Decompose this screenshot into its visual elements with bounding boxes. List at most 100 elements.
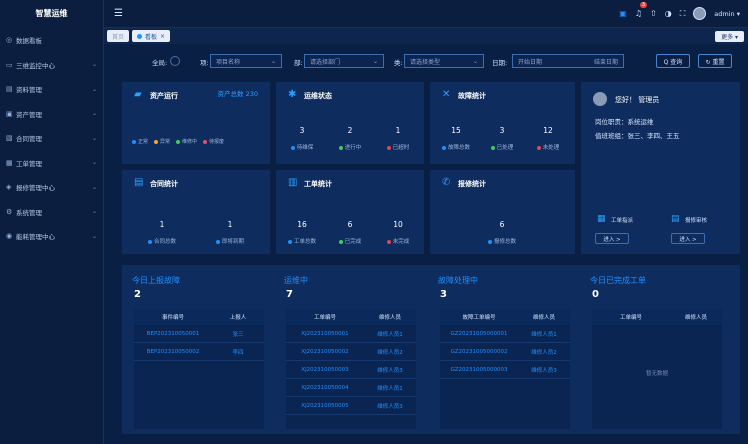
- tab-label: 看板: [145, 33, 158, 41]
- shortcut-enter-button[interactable]: 进入 >: [671, 233, 705, 244]
- upload-icon[interactable]: ⇧: [650, 9, 657, 18]
- table-row[interactable]: BEP202310050001 张三: [134, 325, 264, 343]
- sidebar-item-3[interactable]: ▣ 资产管理 ⌄: [0, 102, 103, 127]
- shortcut-label: 报修审核: [685, 218, 708, 224]
- menu-toggle-icon[interactable]: ☰: [114, 8, 123, 19]
- sidebar-item-8[interactable]: ◉ 能耗管理中心 ⌄: [0, 224, 103, 249]
- sidebar-item-2[interactable]: ▤ 资料管理 ⌄: [0, 77, 103, 102]
- stat-item: 10 未完成: [374, 220, 422, 245]
- tab-more-button[interactable]: 更多 ▾: [715, 30, 744, 42]
- sidebar-item-label: 系统管理: [16, 208, 42, 217]
- card-title: 故障统计: [458, 92, 486, 100]
- screen-icon[interactable]: ▣: [619, 9, 627, 18]
- select-value: 请选择部门: [310, 58, 341, 66]
- tools-icon: ✕: [442, 89, 451, 100]
- table-row[interactable]: XJ202310050005 维修人员3: [286, 397, 416, 415]
- sidebar-item-label: 数据看板: [16, 37, 42, 46]
- sidebar-item-label: 工单管理: [16, 159, 42, 168]
- dept-label: 部:: [294, 59, 303, 67]
- legend-item: 待报废: [203, 138, 224, 145]
- sidebar-menu: ◎ 数据看板 ▭ 三维监控中心 ⌄ ▤ 资料管理 ⌄ ▣ 资产管理 ⌄ ▧ 合同管理 ⌄ ▦ 工单管理 ⌄ ◈ 报修…: [0, 28, 103, 249]
- tab-dashboard[interactable]: 看板 ×: [132, 30, 171, 42]
- table-row[interactable]: BEP202310050002 李四: [134, 343, 264, 361]
- file-icon: ▤: [671, 214, 680, 224]
- stat-item: 6 报修总数: [478, 220, 526, 245]
- chevron-down-icon: ⌄: [91, 183, 97, 191]
- panel-count: 2: [134, 289, 141, 300]
- sidebar-item-6[interactable]: ◈ 报修管理中心 ⌄: [0, 175, 103, 200]
- panel-title: 运维中: [284, 276, 308, 285]
- wallet-icon: ▰: [134, 89, 142, 100]
- date-end: 结束日期: [593, 58, 618, 66]
- date-label: 日期:: [492, 59, 508, 67]
- stat-item: 16 工单总数: [278, 220, 326, 245]
- sidebar: 智慧运维 ◎ 数据看板 ▭ 三维监控中心 ⌄ ▤ 资料管理 ⌄ ▣ 资产管理 ⌄ ▧ 合同管理 ⌄ ▦ 工单管…: [0, 0, 104, 444]
- shortcut-enter-button[interactable]: 进入 >: [595, 233, 629, 244]
- filter-bar: 全局: 项: 项目名称 ⌄ 部: 请选择部门 ⌄ 类: 请选择类型 ⌄ 日期: 开始日…: [104, 44, 748, 78]
- project-select[interactable]: 项目名称 ⌄: [210, 54, 282, 68]
- global-toggle[interactable]: [170, 56, 180, 66]
- panel-title: 故障处理中: [438, 276, 478, 285]
- sidebar-item-label: 合同管理: [16, 135, 42, 144]
- sidebar-item-7[interactable]: ⚙ 系统管理 ⌄: [0, 200, 103, 225]
- date-start: 开始日期: [518, 58, 543, 66]
- table-row[interactable]: XJ202310050003 维修人员3: [286, 361, 416, 379]
- ops-card: ✱ 运维状态 3 待维保 2 进行中 1 已超时: [276, 82, 424, 164]
- tab-home[interactable]: 首页: [107, 30, 130, 42]
- welcome-card: 您好！ 管理员 岗位职责：系统运维 值班班组：张三、李四、王五 ▦ 工单指派 ▤…: [581, 82, 740, 254]
- bell-icon[interactable]: ♫ 3: [634, 2, 647, 18]
- report-icon: ◈: [6, 183, 12, 192]
- panel-title: 今日上报故障: [132, 276, 180, 285]
- search-button[interactable]: Q 查询: [656, 54, 690, 68]
- chevron-down-icon: ⌄: [91, 134, 97, 142]
- monitor-icon: ▭: [6, 60, 13, 69]
- table-row[interactable]: XJ202310050004 维修人员1: [286, 379, 416, 397]
- reset-button[interactable]: ↻ 重置: [698, 54, 732, 68]
- sidebar-item-0[interactable]: ◎ 数据看板: [0, 28, 103, 53]
- close-icon[interactable]: ×: [160, 32, 166, 40]
- stat-item: 3 待维保: [278, 126, 326, 151]
- theme-icon[interactable]: ◑: [664, 9, 672, 18]
- sidebar-item-label: 三维监控中心: [16, 61, 55, 70]
- sidebar-item-label: 能耗管理中心: [16, 233, 55, 242]
- sidebar-item-1[interactable]: ▭ 三维监控中心 ⌄: [0, 53, 103, 78]
- table-row[interactable]: GZ20231005000002 维修人员2: [440, 343, 570, 361]
- type-select[interactable]: 请选择类型 ⌄: [404, 54, 484, 68]
- chevron-down-icon: ⌄: [91, 208, 97, 216]
- fullscreen-icon[interactable]: ⛶: [679, 8, 686, 18]
- greeting: 您好！ 管理员: [615, 96, 660, 104]
- tab-bar: 首页 看板 × 更多 ▾: [104, 28, 748, 44]
- asset-icon: ▣: [6, 109, 13, 118]
- fault-card: ✕ 故障统计 15 故障总数 3 已处理 12 未处理: [430, 82, 575, 164]
- table-header: 工单编号 维修人员: [592, 309, 722, 325]
- card-title: 合同统计: [150, 180, 178, 188]
- table-row[interactable]: XJ202310050002 维修人员2: [286, 343, 416, 361]
- table-row[interactable]: XJ202310050001 维修人员1: [286, 325, 416, 343]
- dashboard-icon: ◎: [6, 36, 13, 45]
- duty-line: 岗位职责：系统运维: [595, 118, 654, 126]
- stat-item: 15 故障总数: [432, 126, 480, 151]
- sidebar-item-label: 资料管理: [16, 86, 42, 95]
- table-header: 事件编号 上报人: [134, 309, 264, 325]
- card-title: 运维状态: [304, 92, 332, 100]
- table-header: 工单编号 维修人员: [286, 309, 416, 325]
- ops-icon: ✱: [288, 89, 297, 100]
- empty-state: 暂无数据: [645, 371, 668, 377]
- stat-item: 1 合同总数: [138, 220, 186, 245]
- status-panels: 今日上报故障 2 事件编号 上报人 BEP202310050001 张三 BEP20…: [122, 265, 740, 434]
- username[interactable]: admin ▾: [714, 9, 740, 18]
- asset-legend: 正常 异常 维修中 待报废: [132, 138, 224, 145]
- sidebar-item-4[interactable]: ▧ 合同管理 ⌄: [0, 126, 103, 151]
- asset-card: ▰ 资产运行 资产总数 230 正常 异常 维修中 待报废: [122, 82, 270, 164]
- avatar[interactable]: [693, 7, 707, 20]
- table-row[interactable]: GZ20231005000001 维修人员1: [440, 325, 570, 343]
- dept-select[interactable]: 请选择部门 ⌄: [304, 54, 384, 68]
- team-line: 值班班组：张三、李四、王五: [595, 132, 680, 140]
- table-row[interactable]: GZ20231005000003 维修人员3: [440, 361, 570, 379]
- sidebar-item-5[interactable]: ▦ 工单管理 ⌄: [0, 151, 103, 176]
- date-range-input[interactable]: 开始日期 结束日期: [512, 54, 624, 68]
- chevron-down-icon: ⌄: [91, 232, 97, 240]
- calendar-icon: ▦: [597, 214, 606, 224]
- order-icon: ▦: [6, 158, 13, 167]
- project-label: 项:: [200, 59, 209, 67]
